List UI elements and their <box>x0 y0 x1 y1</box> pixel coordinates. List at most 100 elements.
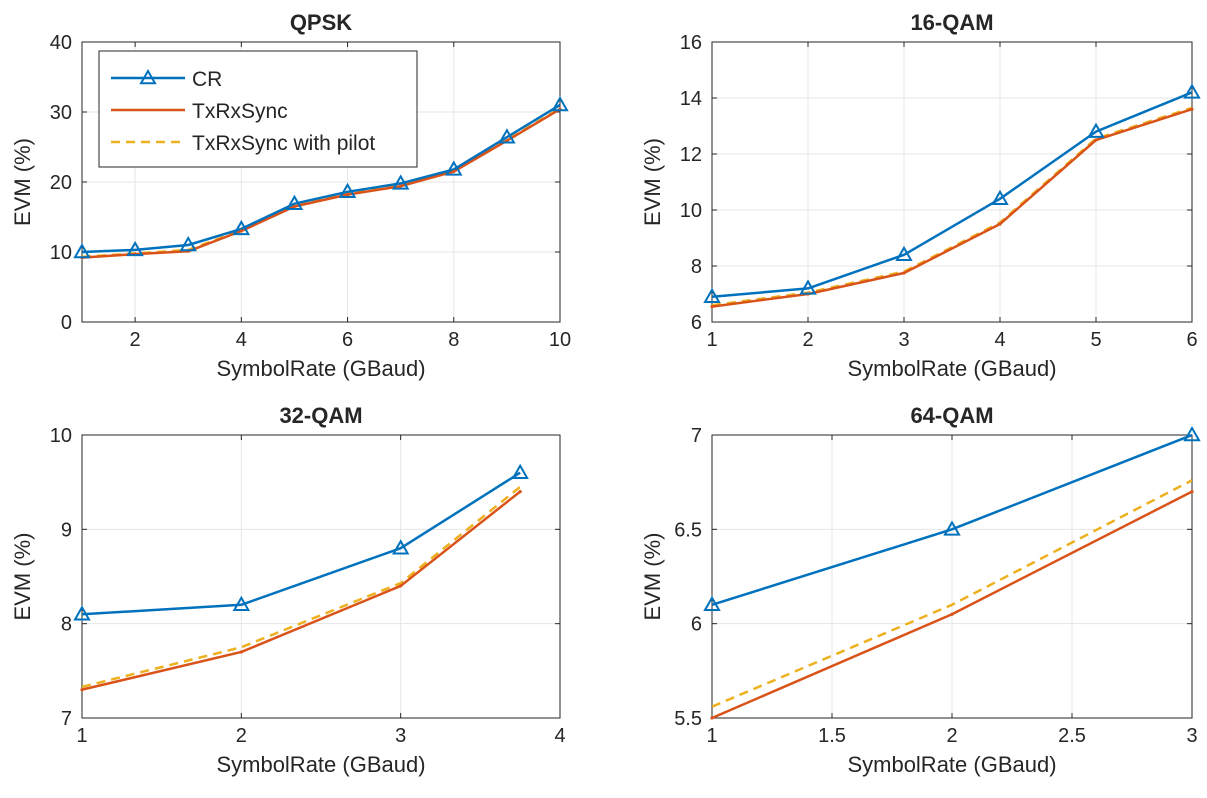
axes-box <box>81 434 561 719</box>
cr-marker <box>1183 425 1201 442</box>
y-tick-label: 8 <box>691 256 702 278</box>
x-tick-label: 6 <box>342 329 353 351</box>
cr-marker <box>551 95 569 112</box>
txrxsync-marker <box>1190 490 1194 494</box>
cr-marker <box>338 182 357 199</box>
panel-title: 16-QAM <box>910 10 993 35</box>
x-tick-label: 4 <box>236 329 247 351</box>
txrxsync-marker <box>399 584 403 588</box>
cr-marker <box>943 520 961 536</box>
panel-qpsk: 2 4 6 8 10 0 10 20 30 40 QPSK SymbolRate (GBaud) EVM… <box>10 10 571 381</box>
txrxsync-marker <box>239 650 243 654</box>
series-line-cr <box>82 103 560 254</box>
y-tick-label: 6.5 <box>674 519 702 541</box>
cr-marker <box>126 240 144 257</box>
x-axis-label: SymbolRate (GBaud) <box>847 356 1056 381</box>
txrxsync-marker <box>998 222 1002 226</box>
panel-title: QPSK <box>290 10 352 35</box>
series-line-txrxsync-pilot <box>712 479 1192 708</box>
x-tick-label: 3 <box>1186 725 1197 747</box>
y-tick-label: 40 <box>50 32 72 54</box>
cr-marker <box>445 160 463 176</box>
txrxsync-marker <box>518 490 522 494</box>
txrxsync-marker <box>452 169 456 174</box>
cr-marker <box>73 605 91 621</box>
cr-marker <box>498 128 516 144</box>
y-axis-label: EVM (%) <box>10 138 35 226</box>
y-tick-label: 7 <box>61 708 72 730</box>
cr-marker <box>895 245 913 262</box>
x-tick-label: 1 <box>706 725 717 747</box>
txrxsync-marker <box>345 193 350 197</box>
y-tick-label: 5.5 <box>674 708 702 730</box>
txrxsync-marker <box>239 229 243 233</box>
x-tick-label: 3 <box>395 725 406 747</box>
y-axis-label: EVM (%) <box>640 533 665 621</box>
y-tick-label: 6 <box>691 614 702 636</box>
txrxsync-marker <box>292 204 297 209</box>
y-axis-label: EVM (%) <box>10 533 35 621</box>
cr-marker <box>179 235 197 252</box>
y-tick-label: 30 <box>50 102 72 124</box>
series-line-txrxsync <box>82 108 560 259</box>
cr-marker <box>232 595 251 612</box>
x-tick-label: 2 <box>130 329 141 351</box>
cr-marker <box>391 539 410 555</box>
cr-marker <box>511 463 529 479</box>
x-tick-label: 2 <box>946 725 957 747</box>
legend-marker-cr <box>139 68 157 85</box>
plot-area <box>82 103 560 259</box>
cr-marker <box>73 242 91 259</box>
y-tick-label: 12 <box>680 144 702 166</box>
y-tick-label: 8 <box>61 614 72 636</box>
cr-marker <box>703 287 721 304</box>
x-tick-label: 4 <box>994 329 1005 351</box>
x-tick-label: 8 <box>448 329 459 351</box>
txrxsync-marker <box>1094 138 1098 142</box>
panel-title: 64-QAM <box>910 403 993 428</box>
y-tick-label: 10 <box>50 425 72 447</box>
y-tick-label: 20 <box>50 172 72 194</box>
series-line-cr <box>712 433 1192 606</box>
x-tick-label: 4 <box>554 725 565 747</box>
x-tick-label: 1 <box>76 725 87 747</box>
y-tick-label: 7 <box>691 425 702 447</box>
x-tick-label: 10 <box>549 329 571 351</box>
legend-label-cr: CR <box>192 68 222 91</box>
y-tick-label: 0 <box>61 312 72 334</box>
panel-title: 32-QAM <box>279 403 362 428</box>
x-tick-label: 2 <box>802 329 813 351</box>
cr-marker <box>991 189 1009 206</box>
x-tick-label: 1 <box>706 329 717 351</box>
txrxsync-marker <box>399 184 403 188</box>
x-axis-label: SymbolRate (GBaud) <box>216 752 425 777</box>
x-tick-label: 2 <box>236 725 247 747</box>
series-line-txrxsync <box>712 108 1192 308</box>
cr-marker <box>232 219 251 236</box>
x-tick-label: 6 <box>1186 329 1197 351</box>
y-tick-label: 10 <box>680 200 702 222</box>
series-line-cr <box>712 91 1192 299</box>
cr-marker <box>1087 122 1105 138</box>
cr-marker <box>703 595 721 612</box>
x-axis-label: SymbolRate (GBaud) <box>847 752 1056 777</box>
legend: CR TxRxSync TxRxSync with pilot <box>98 50 418 168</box>
legend-label-txrxsync-pilot: TxRxSync with pilot <box>192 132 375 155</box>
x-tick-label: 3 <box>898 329 909 351</box>
y-tick-label: 6 <box>691 312 702 334</box>
txrxsync-marker <box>902 271 906 275</box>
x-axis-label: SymbolRate (GBaud) <box>216 356 425 381</box>
y-axis-label: EVM (%) <box>640 138 665 226</box>
panel-32-qam: 1 2 3 4 7 8 9 10 32-QAM SymbolRate (GBaud) EVM (%) <box>10 403 566 777</box>
y-tick-label: 14 <box>680 88 702 110</box>
cr-marker <box>391 174 410 190</box>
x-tick-label: 5 <box>1090 329 1101 351</box>
txrxsync-marker <box>1190 107 1194 111</box>
panel-64-qam: 1 1.5 2 2.5 3 5.5 6 6.5 7 64-QAM SymbolRate (GBaud… <box>640 403 1201 777</box>
txrxsync-marker <box>710 716 714 720</box>
y-tick-label: 16 <box>680 32 702 54</box>
plot-area <box>712 91 1192 308</box>
plot-area <box>82 471 521 691</box>
